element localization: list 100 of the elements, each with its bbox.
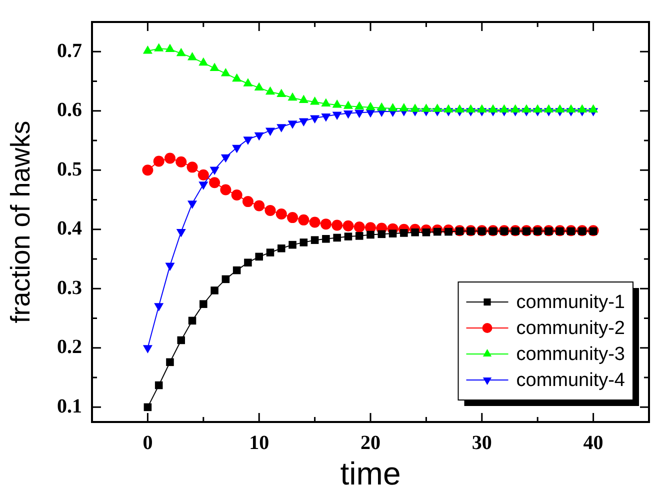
point bbox=[142, 46, 152, 54]
point bbox=[388, 230, 397, 238]
y-tick-label: 0.6 bbox=[57, 99, 82, 122]
point bbox=[332, 99, 342, 108]
point bbox=[276, 208, 287, 220]
legend-label: community-1 bbox=[516, 292, 625, 314]
y-tick-label: 0.1 bbox=[57, 395, 82, 418]
legend-label: community-3 bbox=[516, 344, 625, 366]
point bbox=[422, 228, 430, 236]
point bbox=[166, 358, 174, 366]
point bbox=[209, 177, 220, 188]
point bbox=[154, 43, 164, 52]
point bbox=[421, 104, 431, 112]
point bbox=[198, 169, 209, 180]
y-tick-label: 0.3 bbox=[57, 276, 82, 299]
point bbox=[244, 258, 252, 266]
point bbox=[454, 104, 464, 112]
point bbox=[388, 103, 398, 112]
point bbox=[376, 102, 386, 111]
point bbox=[220, 68, 230, 76]
point bbox=[366, 230, 374, 239]
point bbox=[333, 234, 341, 242]
y-tick-label: 0.7 bbox=[57, 40, 82, 62]
point bbox=[287, 212, 298, 224]
point bbox=[288, 240, 296, 249]
point bbox=[210, 286, 218, 294]
point bbox=[154, 303, 164, 312]
y-tick-label: 0.4 bbox=[57, 218, 82, 240]
x-tick-label: 10 bbox=[249, 432, 270, 454]
legend-label: community-2 bbox=[516, 318, 625, 340]
point bbox=[254, 200, 265, 212]
point bbox=[399, 103, 409, 112]
point bbox=[265, 86, 276, 95]
point bbox=[410, 104, 420, 112]
point bbox=[466, 104, 476, 112]
point bbox=[411, 228, 419, 236]
x-tick-label: 20 bbox=[360, 432, 380, 454]
point bbox=[177, 336, 186, 344]
point bbox=[320, 218, 332, 230]
point bbox=[288, 92, 298, 101]
point bbox=[344, 232, 352, 240]
point bbox=[310, 236, 319, 244]
point bbox=[232, 73, 242, 82]
point bbox=[510, 104, 520, 112]
point bbox=[577, 104, 587, 112]
point bbox=[322, 235, 330, 243]
y-tick-label: 0.5 bbox=[57, 158, 82, 180]
point bbox=[566, 104, 576, 112]
y-tick-label: 0.2 bbox=[57, 336, 82, 358]
point bbox=[499, 104, 509, 112]
point bbox=[222, 275, 230, 284]
point bbox=[298, 214, 310, 226]
x-tick-label: 40 bbox=[583, 432, 604, 454]
point bbox=[176, 48, 186, 56]
point bbox=[343, 100, 353, 109]
legend-label: community-4 bbox=[516, 370, 626, 392]
point bbox=[266, 248, 274, 256]
point bbox=[187, 52, 198, 60]
point bbox=[254, 82, 264, 91]
point bbox=[298, 94, 308, 103]
x-tick-label: 0 bbox=[142, 432, 153, 454]
point bbox=[432, 104, 442, 112]
x-tick-label: 30 bbox=[472, 432, 492, 454]
point bbox=[176, 156, 187, 168]
point bbox=[154, 381, 163, 390]
point bbox=[355, 232, 364, 240]
point bbox=[242, 196, 254, 208]
point bbox=[444, 228, 452, 236]
point bbox=[165, 44, 175, 52]
point bbox=[142, 164, 154, 176]
point bbox=[342, 220, 354, 232]
point bbox=[366, 102, 376, 110]
point bbox=[198, 57, 208, 66]
point bbox=[309, 216, 320, 228]
point bbox=[310, 96, 320, 105]
point bbox=[354, 101, 364, 110]
point bbox=[532, 104, 542, 112]
point bbox=[433, 228, 442, 236]
point bbox=[544, 104, 554, 112]
point bbox=[555, 104, 565, 112]
point bbox=[477, 104, 487, 112]
point bbox=[588, 104, 598, 112]
point bbox=[400, 229, 408, 237]
point bbox=[232, 266, 241, 274]
point bbox=[255, 252, 263, 261]
point bbox=[243, 78, 253, 86]
point bbox=[522, 104, 532, 112]
point bbox=[300, 238, 308, 246]
point bbox=[277, 244, 286, 252]
point bbox=[264, 204, 276, 216]
point bbox=[200, 300, 208, 308]
point bbox=[321, 98, 331, 107]
point bbox=[332, 220, 343, 231]
point bbox=[164, 152, 176, 164]
point bbox=[153, 156, 164, 167]
point bbox=[144, 403, 152, 412]
x-axis-title: time bbox=[340, 456, 401, 492]
point bbox=[354, 222, 365, 233]
point bbox=[165, 262, 175, 272]
point bbox=[210, 62, 220, 71]
